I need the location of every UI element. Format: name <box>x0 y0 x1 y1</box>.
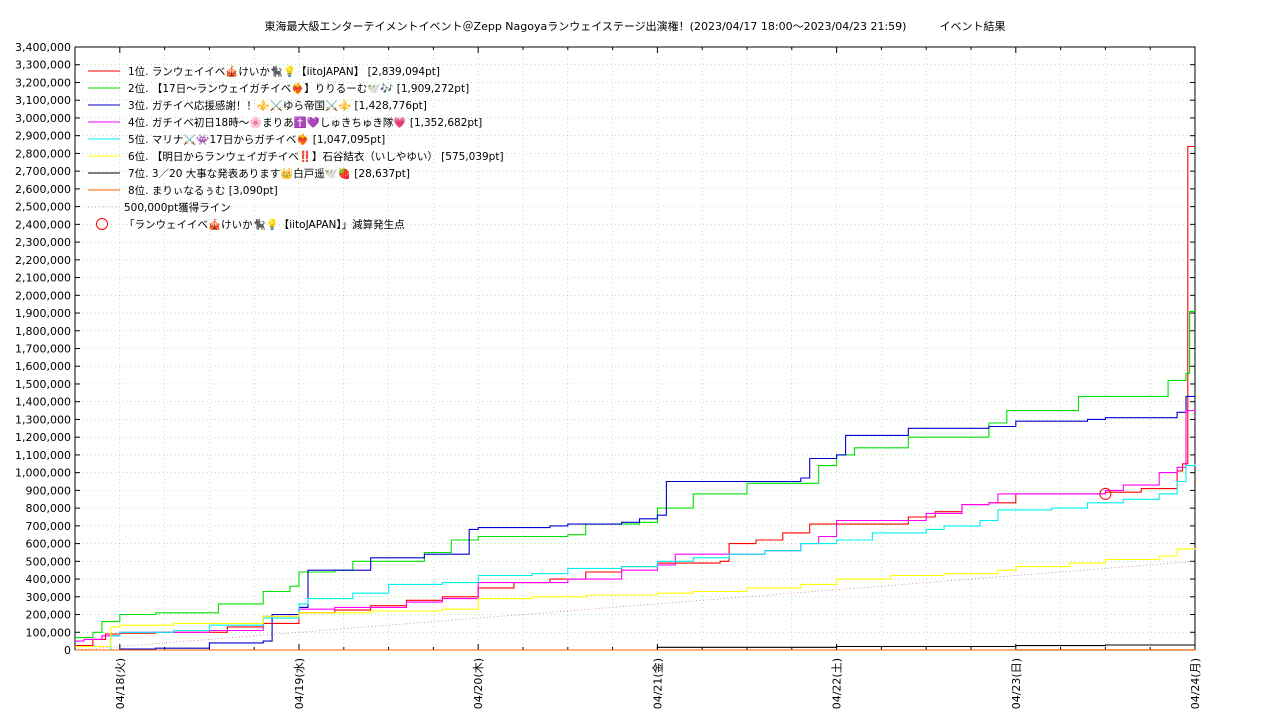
legend: 1位. ランウェイイベ🎪けいか🐈‍⬛💡【iitoJAPAN】 [2,839,09… <box>88 65 504 231</box>
series-line-2 <box>75 310 1195 639</box>
y-tick-label: 2,200,000 <box>15 254 71 267</box>
x-tick-label: 04/18(火) <box>114 658 127 709</box>
legend-entry: 4位. ガチイベ初日18時〜🌸まりあ✝️💜しゅきちゅき隊💗 [1,352,682… <box>128 116 482 129</box>
grid-lines <box>75 46 1196 651</box>
legend-marker <box>96 218 108 230</box>
x-tick-label: 04/19(水) <box>293 658 306 709</box>
y-tick-label: 1,400,000 <box>15 396 71 409</box>
series-layer <box>74 145 1196 651</box>
legend-entry: 6位. 【明日からランウェイガチイベ‼️】石谷結衣（いしやゆい） [575,03… <box>128 150 504 163</box>
decrement-event-marker <box>1099 487 1112 500</box>
legend-entry: 8位. まりぃなるぅむ [3,090pt] <box>128 184 278 197</box>
y-tick-label: 1,000,000 <box>15 467 71 480</box>
y-tick-label: 0 <box>64 644 71 657</box>
series-line-5 <box>75 464 1196 651</box>
y-tick-label: 600,000 <box>26 538 72 551</box>
y-tick-label: 3,200,000 <box>15 76 71 89</box>
y-tick-label: 3,100,000 <box>15 94 71 107</box>
y-tick-label: 200,000 <box>26 609 72 622</box>
y-tick-label: 400,000 <box>26 573 72 586</box>
y-tick-label: 700,000 <box>26 520 72 533</box>
y-tick-label: 1,800,000 <box>15 325 71 338</box>
y-tick-label: 1,900,000 <box>15 307 71 320</box>
y-tick-label: 2,900,000 <box>15 130 71 143</box>
y-tick-label: 2,800,000 <box>15 147 71 160</box>
y-tick-label: 2,500,000 <box>15 201 71 214</box>
series-line-8 <box>75 649 1196 651</box>
legend-entry: 7位. 3／20 大事な発表あります👑白戸遥🕊️🍓 [28,637pt] <box>128 167 410 180</box>
legend-entry: 3位. ガチイベ応援感謝！！⚜️⚔️ゆら帝国⚔️⚜️ [1,428,776pt] <box>128 99 427 112</box>
x-tick-label: 04/24(月) <box>1189 658 1202 709</box>
y-tick-label: 1,700,000 <box>15 343 71 356</box>
y-tick-label: 500,000 <box>26 555 72 568</box>
y-tick-label: 100,000 <box>26 626 72 639</box>
series-line-7 <box>75 644 1196 651</box>
y-tick-label: 1,500,000 <box>15 378 71 391</box>
y-tick-label: 3,300,000 <box>15 59 71 72</box>
legend-entry: 2位. 【17日～ランウェイガチイベ❤️‍🔥】りりるーむ🕊️🎶 [1,909,2… <box>128 82 469 95</box>
y-tick-label: 1,600,000 <box>15 360 71 373</box>
x-tick-label: 04/20(木) <box>472 658 485 709</box>
series-line-3 <box>75 395 1196 651</box>
y-tick-label: 2,600,000 <box>15 183 71 196</box>
y-tick-label: 800,000 <box>26 502 72 515</box>
chart-title: 東海最大級エンターテイメントイベント＠Zepp Nagoyaランウェイステージ出… <box>264 20 1006 33</box>
x-tick-label: 04/21(金) <box>650 658 664 709</box>
y-axis-ticks: 0 100,000 200,000 300,000 400,000 500,000 600,… <box>15 41 1195 657</box>
y-tick-label: 2,700,000 <box>15 165 71 178</box>
y-tick-label: 300,000 <box>26 591 72 604</box>
legend-entry: 5位. マリナ⚔️👾17日からガチイベ❤️‍🔥 [1,047,095pt] <box>128 133 385 146</box>
y-tick-label: 3,400,000 <box>15 41 71 54</box>
y-tick-label: 1,200,000 <box>15 431 71 444</box>
y-tick-label: 2,400,000 <box>15 218 71 231</box>
y-tick-label: 3,000,000 <box>15 112 71 125</box>
x-axis-ticks: 04/18(火) 04/19(水) 04/20(木) 04/21(金) 04/22(土)… <box>114 47 1202 709</box>
y-tick-label: 2,100,000 <box>15 272 71 285</box>
x-tick-label: 04/23(日) <box>1010 658 1023 709</box>
legend-entry: 500,000pt獲得ライン <box>124 201 231 214</box>
y-tick-label: 900,000 <box>26 484 72 497</box>
y-tick-label: 1,300,000 <box>15 413 71 426</box>
x-tick-label: 04/22(土) <box>831 658 844 709</box>
series-line-6 <box>75 548 1196 648</box>
y-tick-label: 2,300,000 <box>15 236 71 249</box>
y-tick-label: 2,000,000 <box>15 289 71 302</box>
reference-line-500000 <box>74 560 1196 651</box>
legend-entry: 「ランウェイイベ🎪けいか🐈‍⬛💡【iitoJAPAN】」減算発生点 <box>124 218 405 231</box>
y-tick-label: 1,100,000 <box>15 449 71 462</box>
legend-entry: 1位. ランウェイイベ🎪けいか🐈‍⬛💡【iitoJAPAN】 [2,839,09… <box>128 65 440 78</box>
